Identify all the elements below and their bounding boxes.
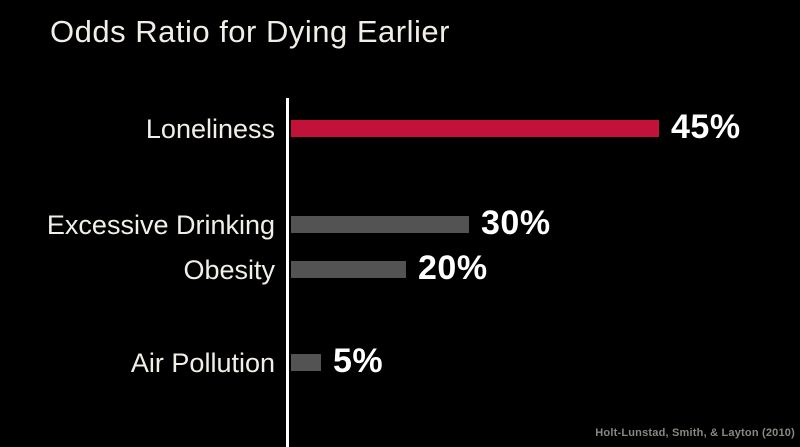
bar-loneliness <box>291 120 659 137</box>
category-label-obesity: Obesity <box>183 255 275 285</box>
value-label-excessive-drinking: 30% <box>481 204 551 242</box>
bar-air-pollution <box>291 354 321 371</box>
category-label-air-pollution: Air Pollution <box>130 348 275 378</box>
bar-obesity <box>291 261 406 278</box>
chart-title: Odds Ratio for Dying Earlier <box>50 14 450 49</box>
category-label-excessive-drinking: Excessive Drinking <box>46 210 275 240</box>
category-label-loneliness: Loneliness <box>145 114 275 144</box>
value-label-air-pollution: 5% <box>333 342 384 380</box>
bar-excessive-drinking <box>291 216 469 233</box>
value-label-obesity: 20% <box>418 249 488 287</box>
y-axis-line <box>286 98 289 447</box>
source-citation: Holt-Lunstad, Smith, & Layton (2010) <box>595 427 795 439</box>
value-label-loneliness: 45% <box>671 108 741 146</box>
